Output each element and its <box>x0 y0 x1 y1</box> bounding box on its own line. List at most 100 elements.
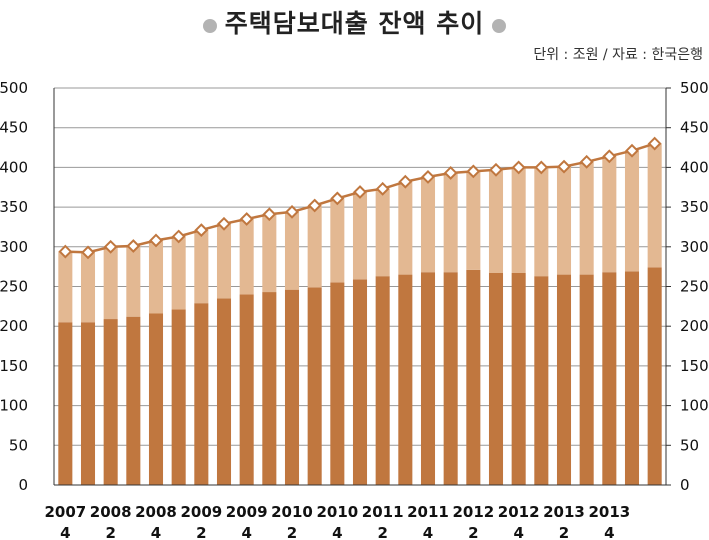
bar-segment-bottom <box>602 272 617 485</box>
bar-segment-bottom <box>352 279 368 485</box>
x-tick-label-year: 2013 <box>588 503 630 521</box>
bar-segment-bottom <box>443 272 458 485</box>
bar-segment-bottom <box>307 287 322 485</box>
x-tick-label-quarter: 2 <box>287 524 297 540</box>
x-tick-label-year: 2012 <box>498 503 540 521</box>
bar-segment-bottom <box>420 272 436 485</box>
bar-segment-top <box>420 176 436 273</box>
bar-segment-top <box>534 167 549 277</box>
y-tick-label-right: 300 <box>680 238 709 256</box>
x-tick-label-year: 2010 <box>316 503 358 521</box>
bar-segment-bottom <box>194 303 209 485</box>
y-tick-label-right: 450 <box>680 119 709 137</box>
bar-segment-top <box>488 169 504 274</box>
line-marker <box>81 245 95 260</box>
bar-segment-bottom <box>284 289 300 485</box>
y-tick-label-right: 150 <box>680 357 709 375</box>
bar-segment-bottom <box>330 282 345 485</box>
bar-segment-top <box>602 156 617 273</box>
line-marker <box>103 239 118 254</box>
bar-segment-bottom <box>466 269 481 485</box>
line-marker <box>375 181 390 196</box>
line-marker <box>534 160 549 175</box>
unit-source-note: 단위 : 조원 / 자료 : 한국은행 <box>533 47 703 63</box>
line-marker <box>602 149 617 164</box>
bar-segment-top <box>126 246 141 317</box>
bar-segment-top <box>80 252 96 323</box>
x-tick-label-quarter: 4 <box>241 524 251 540</box>
line-marker <box>466 164 481 179</box>
bar-segment-bottom <box>624 271 640 485</box>
bar-segment-top <box>352 192 368 280</box>
x-tick-label-quarter: 4 <box>60 524 70 540</box>
x-tick-label-quarter: 4 <box>151 524 161 540</box>
bar-segment-top <box>58 251 73 323</box>
bar-segment-top <box>466 171 481 270</box>
y-tick-label-right: 350 <box>680 198 709 216</box>
y-tick-label-right: 50 <box>680 436 699 454</box>
line-marker <box>149 233 163 248</box>
y-tick-label-left: 200 <box>0 317 28 335</box>
bar-segment-bottom <box>579 274 594 485</box>
bar-segment-top <box>624 150 640 272</box>
line-marker <box>557 159 571 174</box>
line-marker <box>262 207 277 222</box>
bar-segment-bottom <box>216 298 232 485</box>
y-tick-label-left: 50 <box>9 436 28 454</box>
x-tick-label-year: 2008 <box>90 503 132 521</box>
line-marker <box>625 143 639 158</box>
y-tick-label-left: 500 <box>0 79 28 97</box>
x-tick-label-year: 2012 <box>452 503 494 521</box>
y-tick-label-right: 250 <box>680 278 709 296</box>
bar-segment-top <box>148 240 164 314</box>
line-marker <box>285 204 299 219</box>
line-marker <box>421 170 435 184</box>
y-tick-label-left: 450 <box>0 119 28 137</box>
x-tick-label-quarter: 4 <box>604 524 614 540</box>
y-tick-label-right: 0 <box>680 476 690 494</box>
bar-segment-bottom <box>375 276 390 485</box>
chart-title: 주택담보대출 잔액 추이 <box>224 9 485 38</box>
line-marker <box>58 244 73 259</box>
bar-segment-top <box>330 198 345 283</box>
bar-segment-bottom <box>262 292 277 485</box>
y-tick-label-left: 300 <box>0 238 28 256</box>
bar-segment-top <box>443 172 458 273</box>
x-tick-label-year: 2008 <box>135 503 177 521</box>
line-marker <box>171 229 186 244</box>
line-marker <box>398 174 413 189</box>
line-marker <box>307 198 322 213</box>
bar-segment-bottom <box>239 294 254 485</box>
bar-segment-bottom <box>488 273 504 485</box>
bar-segment-top <box>284 211 300 290</box>
y-tick-label-left: 350 <box>0 198 28 216</box>
bar-segment-bottom <box>647 267 662 485</box>
bar-segment-bottom <box>126 316 141 485</box>
x-tick-label-quarter: 2 <box>468 524 478 540</box>
bar-segment-top <box>375 188 390 277</box>
bar-segment-bottom <box>511 273 526 485</box>
bar-segment-top <box>647 143 662 268</box>
line-marker <box>239 212 254 226</box>
bar-segment-bottom <box>58 322 73 485</box>
line-marker <box>647 136 662 151</box>
title-bullet-left-icon <box>202 18 217 33</box>
bar-segment-top <box>511 167 526 274</box>
y-tick-label-right: 400 <box>680 158 709 176</box>
bar-segment-bottom <box>171 309 186 485</box>
line-marker <box>217 216 231 231</box>
title-bullet-right-icon <box>492 18 507 33</box>
line-marker <box>194 223 209 238</box>
bar-segment-top <box>398 181 413 275</box>
bar-segment-top <box>171 236 186 310</box>
bar-segment-top <box>579 161 594 275</box>
x-tick-label-quarter: 2 <box>196 524 206 540</box>
bar-segment-top <box>194 230 209 304</box>
bar-segment-bottom <box>148 313 164 485</box>
y-tick-label-left: 400 <box>0 158 28 176</box>
x-tick-label-quarter: 4 <box>423 524 433 540</box>
line-marker <box>511 160 526 175</box>
x-tick-label-year: 2011 <box>362 503 404 521</box>
line-marker <box>579 154 594 169</box>
